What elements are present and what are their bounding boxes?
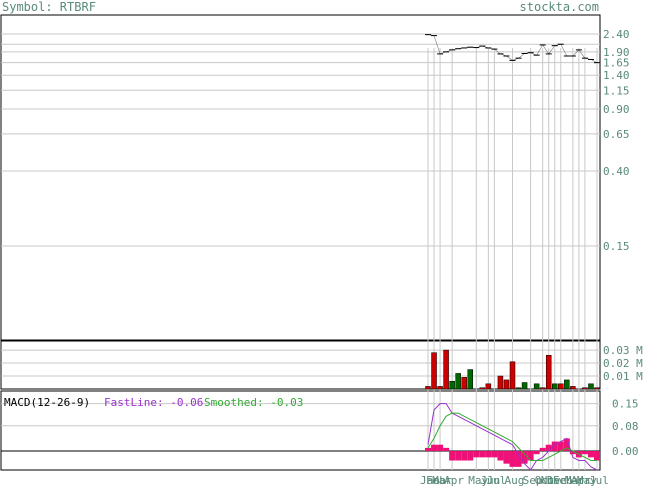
macd-histogram-bar (473, 451, 480, 458)
macd-histogram-bar (521, 451, 528, 464)
macd-fast-line (427, 403, 598, 471)
volume-bar (594, 387, 600, 390)
x-tick-label: Aug (505, 474, 525, 486)
volume-bar (461, 377, 467, 390)
volume-bar (533, 383, 540, 390)
volume-bar (431, 352, 437, 390)
macd-histogram-bar (557, 441, 564, 452)
macd-histogram-bar (581, 451, 588, 455)
macd-histogram-bar (587, 451, 594, 458)
volume-bar (588, 383, 594, 390)
macd-histogram-bar (467, 451, 474, 461)
volume-bar (545, 355, 552, 390)
x-tick-label: Apr (444, 474, 464, 486)
price-tick-label: 0.65 (603, 128, 630, 141)
volume-bar (467, 369, 473, 390)
macd-title: MACD(12-26-9) (4, 396, 90, 409)
x-tick-label: Oct (535, 474, 555, 486)
x-tick-label: Feb (426, 474, 446, 486)
macd-histogram-bar (533, 451, 540, 455)
macd-tick-label: 0.15 (612, 398, 639, 411)
macd-histogram-bar (497, 451, 504, 461)
volume-bar (455, 373, 461, 390)
macd-histogram-bar (539, 447, 546, 452)
x-tick-label: Jun (480, 474, 500, 486)
x-tick-label: Sep (523, 474, 543, 486)
x-tick-label: Jan (420, 474, 440, 486)
macd-histogram-bar (491, 451, 498, 458)
macd-panel-frame (0, 390, 601, 471)
macd-histogram-bar (455, 451, 462, 461)
macd-tick-label: 0.00 (612, 445, 639, 458)
volume-bar (503, 379, 510, 390)
macd-histogram-bar (563, 438, 570, 452)
macd-histogram-bar (509, 451, 516, 467)
macd-histogram-bar (449, 451, 456, 461)
price-panel-frame (0, 14, 601, 341)
x-tick-label: May (577, 474, 597, 486)
volume-bar (437, 386, 443, 390)
volume-tick-label: 0.01 M (603, 370, 643, 383)
x-tick-label: May (468, 474, 488, 486)
macd-histogram-bar (594, 451, 600, 461)
macd-histogram-bar (425, 447, 431, 452)
macd-histogram-bar (461, 451, 468, 461)
price-tick-label: 1.40 (603, 69, 630, 82)
price-tick-label: 1.15 (603, 84, 630, 97)
x-tick-label: Apr (571, 474, 591, 486)
volume-panel-frame (0, 340, 601, 390)
price-tick-label: 1.65 (603, 57, 630, 70)
macd-smooth-label: Smoothed: -0.03 (204, 396, 303, 409)
volume-bar (552, 383, 558, 390)
price-line (427, 34, 598, 63)
x-tick-label: Mar (565, 474, 585, 486)
macd-histogram-bar (551, 441, 558, 452)
x-tick-label: Mar (432, 474, 452, 486)
volume-bar (485, 383, 492, 390)
volume-bar (558, 383, 564, 390)
volume-bar (449, 380, 455, 390)
x-tick-label: Jul (589, 474, 609, 486)
price-tick-label: 2.40 (603, 28, 630, 41)
macd-histogram-bar (545, 444, 552, 452)
volume-tick-label: 0.03 M (603, 344, 643, 357)
x-tick-label: Nov (541, 474, 561, 486)
x-tick-label: Dec (547, 474, 567, 486)
volume-bar (509, 361, 516, 390)
x-tick-label: Feb (553, 474, 573, 486)
macd-histogram-bar (527, 451, 534, 461)
macd-histogram-bar (443, 447, 450, 452)
volume-bar (539, 387, 546, 390)
volume-bar (497, 375, 504, 390)
volume-bar (570, 386, 576, 390)
volume-bar (582, 387, 588, 390)
volume-bar (443, 349, 449, 390)
macd-histogram-bar (437, 444, 444, 452)
macd-fast-label: FastLine: -0.06 (104, 396, 203, 409)
price-tick-label: 0.40 (603, 165, 630, 178)
volume-bar (521, 382, 528, 390)
macd-histogram-bar (431, 444, 438, 452)
price-tick-label: 0.90 (603, 103, 630, 116)
macd-tick-label: 0.08 (612, 420, 639, 433)
volume-bar (564, 379, 570, 390)
macd-histogram-bar (503, 451, 510, 464)
volume-bar (479, 387, 486, 390)
x-tick-label: Jul (486, 474, 506, 486)
macd-histogram-bar (569, 451, 576, 455)
volume-bar (425, 386, 431, 390)
price-tick-label: 0.15 (603, 240, 630, 253)
price-tick-label: 1.90 (603, 46, 630, 59)
symbol-label: Symbol: RTBRF (2, 0, 96, 14)
macd-histogram-bar (515, 451, 522, 467)
volume-tick-label: 0.02 M (603, 357, 643, 370)
macd-histogram-bar (479, 451, 486, 458)
macd-histogram-bar (485, 451, 492, 458)
macd-smooth-line (427, 412, 597, 461)
site-label: stockta.com (519, 0, 599, 14)
volume-bar (515, 387, 522, 390)
